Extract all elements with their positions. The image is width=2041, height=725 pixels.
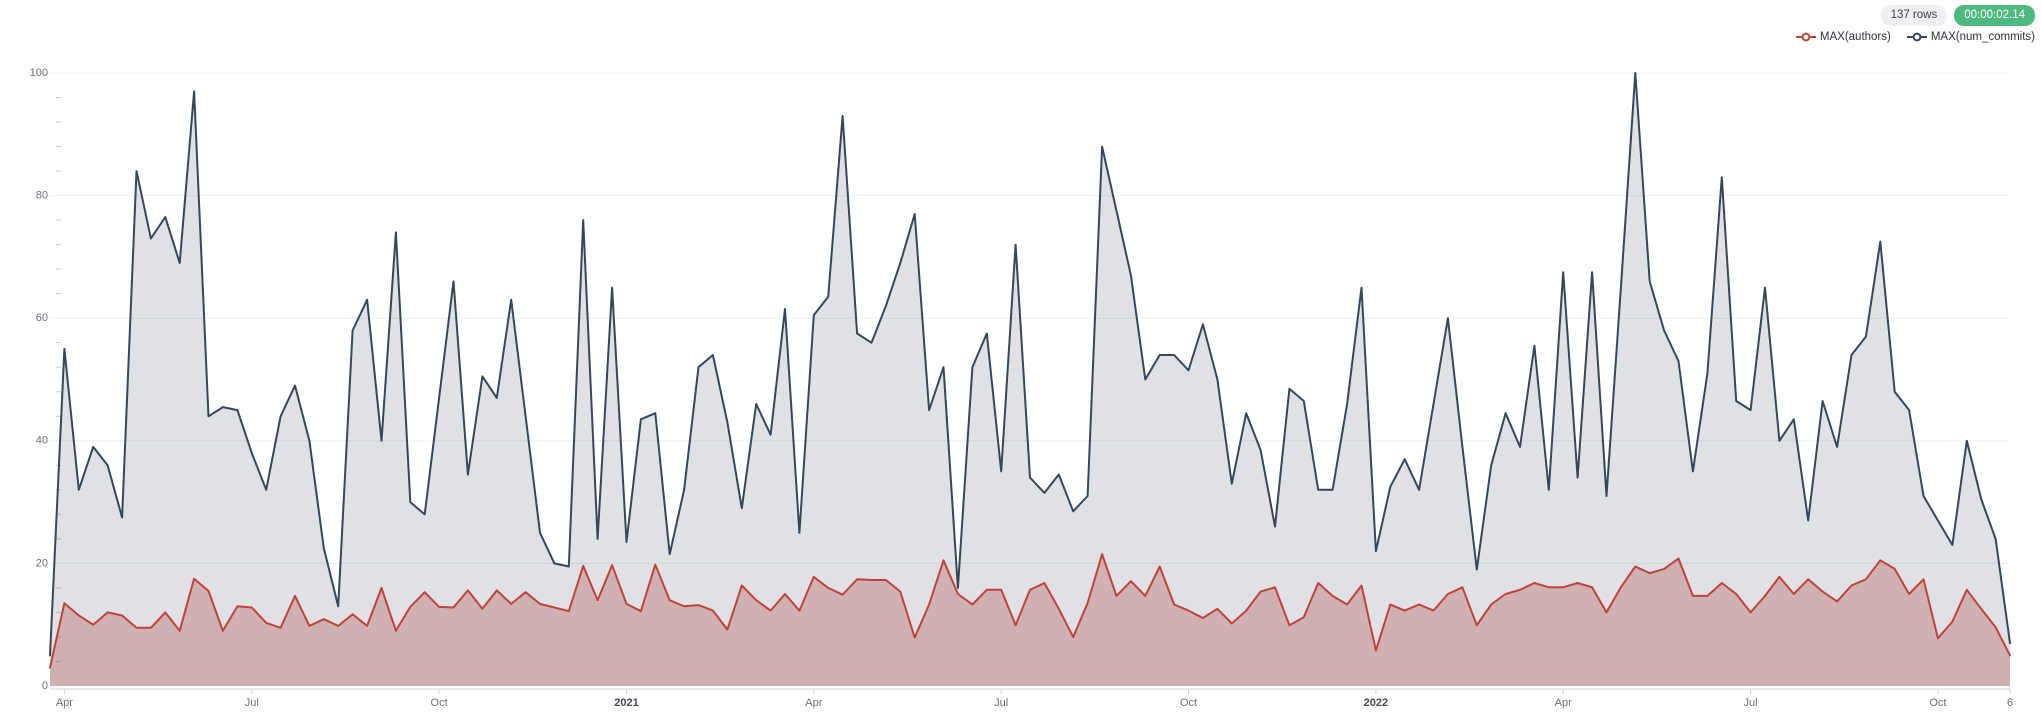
x-tick-label-Jul: Jul [245, 697, 259, 709]
x-tick-label-6: 6 [2007, 697, 2013, 709]
x-tick-label-Jul: Jul [994, 697, 1008, 709]
authors-legend-marker [1795, 32, 1816, 42]
authors-line [49, 553, 2011, 669]
legend-item-num-commits[interactable]: MAX(num_commits) [1906, 31, 2035, 43]
y-tick-label-60: 60 [36, 312, 48, 324]
legend-label-num-commits: MAX(num_commits) [1930, 31, 2035, 43]
row-count-badge: 137 rows [1880, 5, 1948, 26]
y-tick-label-0: 0 [42, 680, 48, 692]
x-tick-label-Apr: Apr [56, 697, 73, 709]
x-tick-label-Apr: Apr [805, 697, 822, 709]
status-badges: 137 rows 00:00:02.14 [1880, 5, 2035, 26]
x-tick-label-2022: 2022 [1364, 697, 1388, 709]
x-tick-label-Oct: Oct [431, 697, 448, 709]
y-tick-label-80: 80 [36, 190, 48, 202]
legend-item-authors[interactable]: MAX(authors) [1795, 31, 1891, 43]
query-time-badge: 00:00:02.14 [1954, 5, 2035, 26]
x-tick-label-Jul: Jul [1744, 697, 1758, 709]
num-commits-line [49, 72, 2011, 657]
num-commits-area [50, 73, 2010, 686]
y-tick-label-20: 20 [36, 557, 48, 569]
x-tick-label-Oct: Oct [1929, 697, 1946, 709]
authors-area [50, 554, 2010, 686]
legend-label-authors: MAX(authors) [1819, 31, 1891, 43]
x-tick-label-2021: 2021 [614, 697, 638, 709]
x-tick-label-Apr: Apr [1555, 697, 1572, 709]
y-tick-label-40: 40 [36, 435, 48, 447]
num-commits-legend-marker [1906, 32, 1927, 42]
chart-legend: MAX(authors) MAX(num_commits) [1795, 31, 2035, 43]
x-tick-label-Oct: Oct [1180, 697, 1197, 709]
y-tick-label-100: 100 [30, 67, 48, 79]
